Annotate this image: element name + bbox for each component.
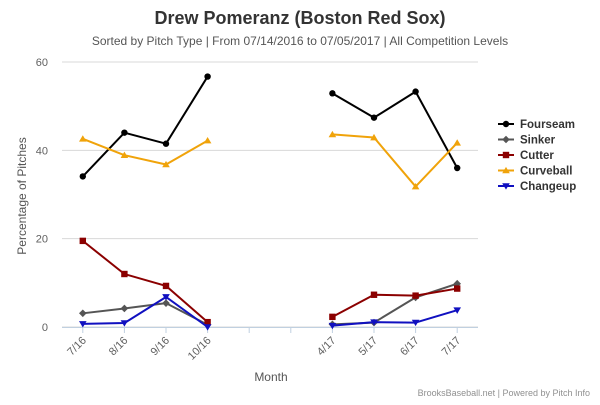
y-axis-label: Percentage of Pitches	[15, 137, 29, 254]
data-point-fourseam[interactable]	[454, 164, 461, 172]
axes: 0 20 40 60 7/16 8/16 9/16 10/16 4/17 5/17 6/17 7/17	[36, 57, 478, 363]
data-point-changeup[interactable]	[370, 319, 378, 326]
data-point-changeup[interactable]	[328, 322, 337, 330]
series-line-curveball	[332, 133, 458, 188]
chart-subtitle: Sorted by Pitch Type | From 07/14/2016 t…	[92, 34, 508, 48]
series-line-changeup	[332, 309, 458, 327]
legend-symbol[interactable]	[502, 183, 510, 190]
y-tick-label: 60	[36, 57, 48, 69]
data-point-cutter[interactable]	[329, 313, 336, 321]
x-tick-label: 9/16	[148, 335, 172, 359]
series-line-cutter	[82, 240, 209, 323]
data-point-curveball[interactable]	[120, 151, 129, 158]
series-line-fourseam	[82, 76, 209, 178]
x-tick-label: 4/17	[315, 335, 339, 359]
data-point-changeup[interactable]	[120, 320, 129, 327]
x-axis-label: Month	[254, 370, 287, 384]
series-line-sinker	[332, 282, 458, 326]
series-changeup	[79, 294, 461, 331]
grid-lines	[62, 61, 478, 328]
x-tick-label: 5/17	[356, 335, 380, 359]
data-point-curveball[interactable]	[328, 130, 337, 138]
data-point-curveball[interactable]	[453, 139, 461, 146]
legend-item-cutter[interactable]: Cutter	[498, 150, 554, 162]
data-point-sinker[interactable]	[79, 309, 87, 318]
x-tick-label: 7/16	[65, 335, 89, 359]
series-line-cutter	[331, 287, 458, 318]
data-point-changeup[interactable]	[453, 307, 461, 314]
x-tick-label: 6/17	[398, 335, 422, 359]
legend-label: Changeup	[520, 181, 576, 193]
legend-symbol[interactable]	[502, 135, 510, 144]
x-tick-label: 8/16	[107, 335, 131, 359]
data-point-cutter[interactable]	[370, 291, 378, 298]
legend-symbol[interactable]	[502, 151, 510, 159]
data-point-fourseam[interactable]	[162, 140, 170, 147]
series-sinker	[79, 279, 461, 329]
data-point-curveball[interactable]	[162, 160, 170, 168]
series-line-changeup	[82, 295, 209, 328]
chart-credits[interactable]: BrooksBaseball.net | Powered by Pitch In…	[418, 388, 590, 398]
legend-symbol[interactable]	[502, 120, 510, 128]
data-point-fourseam[interactable]	[121, 129, 128, 136]
legend-item-sinker[interactable]: Sinker	[498, 135, 556, 147]
series-fourseam	[79, 73, 461, 180]
data-point-fourseam[interactable]	[412, 88, 419, 95]
data-point-fourseam[interactable]	[79, 173, 87, 180]
legend-symbol[interactable]	[502, 166, 510, 174]
data-point-curveball[interactable]	[411, 182, 420, 190]
series-line-sinker	[82, 302, 209, 326]
data-point-changeup[interactable]	[162, 294, 170, 301]
data-point-changeup[interactable]	[203, 324, 212, 331]
y-tick-label: 0	[42, 322, 48, 334]
legend-label: Fourseam	[520, 119, 575, 131]
data-point-cutter[interactable]	[454, 285, 461, 292]
data-point-cutter[interactable]	[79, 237, 86, 245]
legend-label: Curveball	[520, 166, 572, 178]
data-point-cutter[interactable]	[412, 292, 419, 299]
chart-title: Drew Pomeranz (Boston Red Sox)	[154, 8, 445, 28]
data-point-changeup[interactable]	[411, 319, 420, 327]
data-point-curveball[interactable]	[79, 135, 87, 142]
legend-label: Sinker	[520, 135, 556, 147]
legend-label: Cutter	[520, 150, 554, 162]
data-point-curveball[interactable]	[370, 133, 378, 141]
series-layer	[79, 73, 461, 331]
x-tick-label: 10/16	[186, 335, 214, 363]
series-cutter	[79, 237, 461, 326]
series-line-fourseam	[331, 90, 459, 169]
legend-item-fourseam[interactable]: Fourseam	[498, 119, 575, 131]
data-point-cutter[interactable]	[121, 270, 128, 278]
data-point-changeup[interactable]	[79, 321, 87, 328]
data-point-sinker[interactable]	[162, 299, 170, 307]
y-tick-label: 40	[36, 145, 48, 157]
legend-item-curveball[interactable]: Curveball	[498, 166, 572, 178]
data-point-curveball[interactable]	[203, 137, 212, 144]
y-tick-label: 20	[36, 234, 48, 246]
series-line-curveball	[82, 137, 209, 166]
data-point-cutter[interactable]	[162, 282, 170, 290]
data-point-fourseam[interactable]	[204, 73, 211, 80]
legend: Fourseam Sinker Cutter Curveball Changeup	[498, 119, 576, 193]
data-point-cutter[interactable]	[204, 318, 211, 326]
legend-item-changeup[interactable]: Changeup	[498, 181, 576, 193]
data-point-sinker[interactable]	[120, 304, 129, 313]
data-point-fourseam[interactable]	[329, 90, 336, 97]
x-tick-label: 7/17	[440, 335, 464, 359]
series-curveball	[79, 130, 461, 190]
data-point-fourseam[interactable]	[370, 114, 378, 121]
